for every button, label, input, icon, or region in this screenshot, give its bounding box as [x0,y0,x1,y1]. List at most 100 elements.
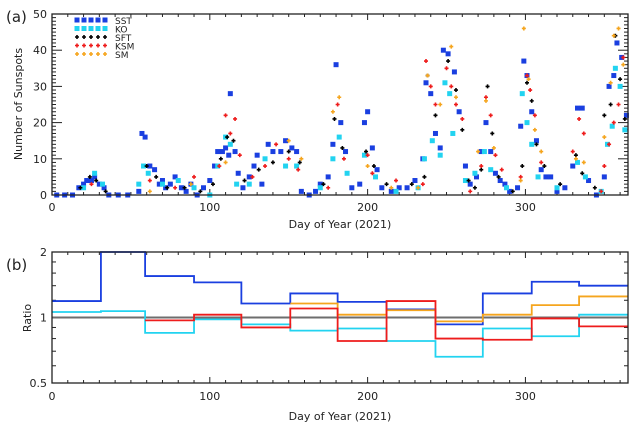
point-ko [145,170,151,176]
point-sft [472,185,477,190]
point-sm [476,149,481,154]
point-sm [483,98,488,103]
point-sm [573,156,578,161]
point-sst [611,73,617,79]
legend-marker [103,52,107,56]
legend-item-sft: SFT [75,34,132,44]
point-sst [451,69,457,75]
point-ksm [468,189,473,194]
point-sst [223,145,229,151]
point-sst [330,141,336,147]
point-ko [488,167,494,173]
legend-marker [81,26,87,31]
point-ko [294,163,300,169]
legend-marker [81,17,87,23]
point-sft [525,80,530,85]
point-ko [344,170,350,176]
point-sm [337,95,342,100]
point-sm [621,62,626,67]
point-sst [349,185,355,191]
point-ko [136,181,142,187]
point-sst [507,188,513,194]
point-sst [533,138,539,144]
point-sst [81,181,87,187]
series-ksm [89,55,626,194]
point-ko [582,174,588,180]
point-sst [518,123,524,129]
point-ksm [341,156,346,161]
point-sft [270,160,275,165]
point-sst [246,174,252,180]
point-ko [462,178,468,184]
x-tick-label: 100 [199,390,220,403]
point-sst [388,188,394,194]
point-sst [554,188,560,194]
point-sst [200,185,206,191]
point-ksm [449,84,454,89]
point-ksm [365,153,370,158]
point-sm [602,135,607,140]
point-ko [503,185,509,191]
point-sm [518,178,523,183]
point-sft [592,185,597,190]
point-sft [94,178,99,183]
point-ko [524,120,530,126]
point-ko [450,130,456,136]
point-ksm [528,88,533,93]
point-ksm [570,149,575,154]
point-sft [580,171,585,176]
point-sft [103,189,108,194]
point-ko [159,181,165,187]
panel-a-xlabel: Day of Year (2021) [289,218,392,231]
legend-marker [102,26,108,31]
panel-b-label: (b) [6,256,27,274]
series-sft [78,33,627,194]
point-sst [474,174,480,180]
point-sft [453,88,458,93]
point-sm [611,33,616,38]
legend-marker [96,43,100,48]
point-ko [617,83,623,89]
point-sst [298,188,304,194]
point-sst [437,145,443,151]
point-sst [96,181,102,187]
point-sst [178,185,184,191]
point-sft [409,182,414,187]
y-tick-label: 1 [40,312,47,325]
point-sft [622,116,627,121]
legend-label: KO [115,26,128,36]
point-ksm [192,174,197,179]
point-ksm [428,84,433,89]
legend-label: KSM [115,43,134,53]
point-sst [343,149,349,155]
point-sst [614,40,620,46]
point-sm [449,44,454,49]
y-tick-label: 40 [33,44,47,57]
legend-marker [102,17,108,23]
point-sst [423,80,429,86]
point-sft [496,174,501,179]
point-sst [361,120,367,126]
point-ko [622,127,628,133]
panel-a-label: (a) [6,8,27,26]
point-ko [481,149,487,155]
point-ko [535,174,541,180]
point-sm [521,26,526,31]
y-tick-label: 0.5 [30,377,48,390]
point-sst [456,109,462,115]
point-sft [364,149,369,154]
legend-marker [82,52,86,56]
point-sst [101,185,107,191]
legend-label: SM [115,51,128,61]
step-line-sm [290,295,628,323]
point-sst [432,130,438,136]
point-sm [539,149,544,154]
point-sst [317,181,323,187]
point-sft [286,149,291,154]
point-sm [453,95,458,100]
point-sm [608,80,613,85]
point-sst [374,167,380,173]
legend-marker [103,43,107,48]
point-sst [396,185,402,191]
point-ksm [286,156,291,161]
